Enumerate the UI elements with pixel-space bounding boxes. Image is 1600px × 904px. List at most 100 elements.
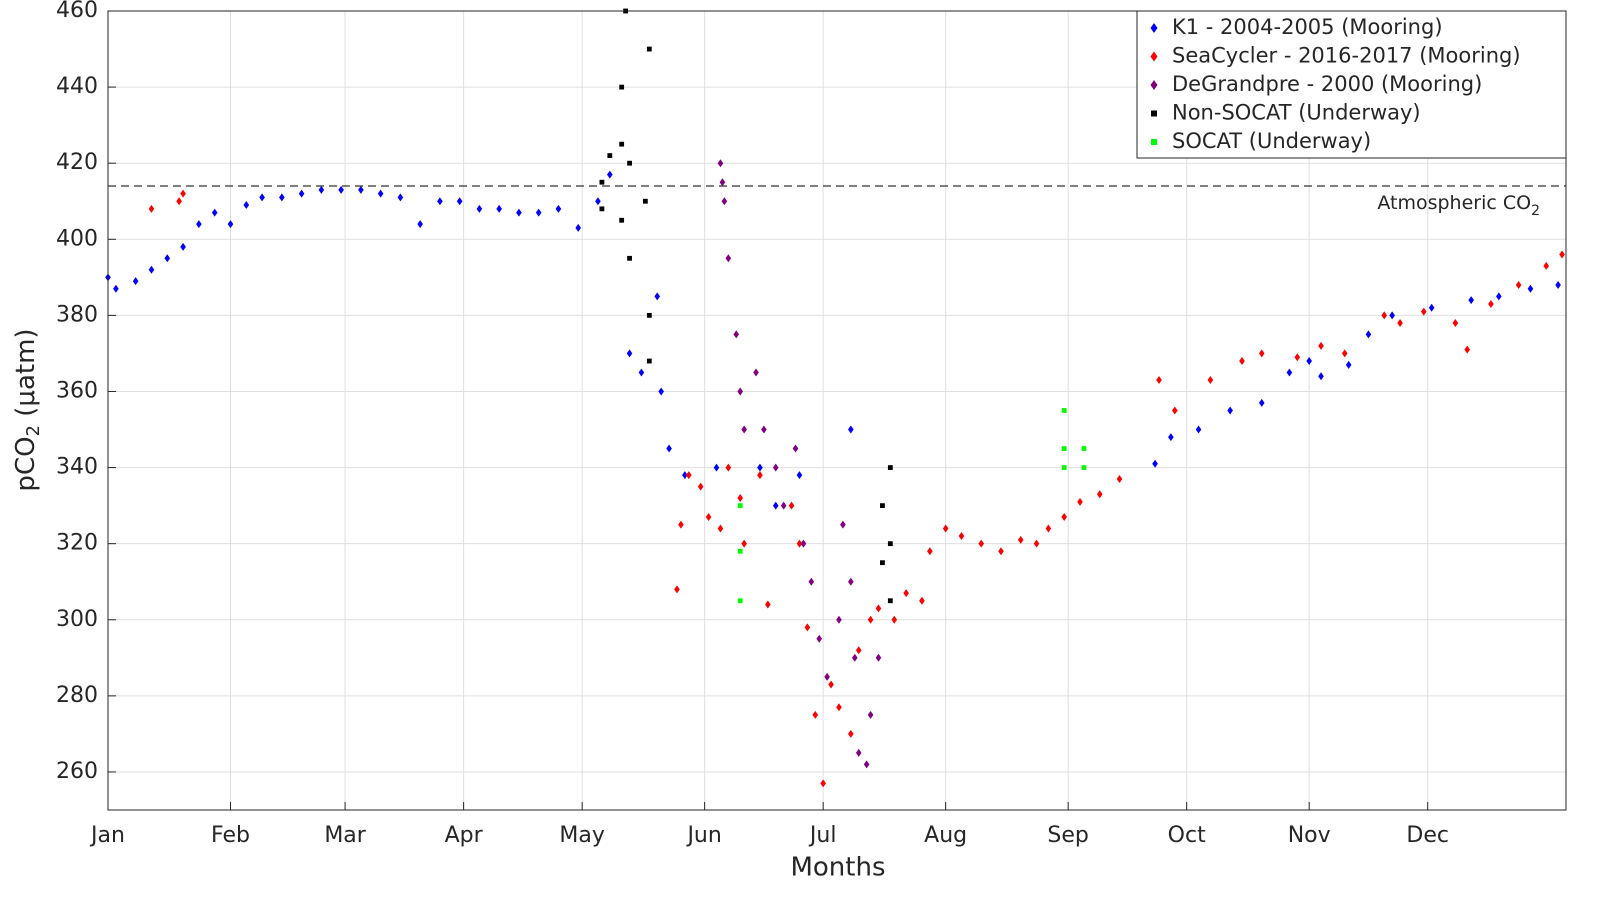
data-point: [761, 425, 767, 434]
series: [717, 159, 882, 769]
data-point: [1488, 299, 1494, 308]
data-point: [358, 185, 364, 194]
series: [148, 189, 1565, 788]
data-point: [998, 547, 1004, 556]
data-point: [1318, 372, 1324, 381]
data-point: [686, 471, 692, 480]
data-point: [211, 208, 218, 217]
data-point: [377, 189, 384, 198]
data-point: [863, 760, 870, 769]
legend-marker: [1150, 80, 1158, 90]
data-point: [848, 729, 854, 738]
data-point: [1496, 292, 1502, 301]
x-tick-label: Dec: [1406, 823, 1449, 848]
data-point: [875, 653, 882, 662]
data-point: [1045, 524, 1052, 533]
data-point: [1428, 303, 1435, 312]
data-point: [1168, 433, 1174, 442]
data-point: [1515, 280, 1522, 289]
data-point: [903, 589, 909, 598]
data-point: [318, 185, 325, 194]
data-point: [848, 425, 854, 434]
data-point: [397, 193, 404, 202]
data-point: [719, 178, 726, 187]
y-tick-label: 260: [56, 759, 98, 784]
x-tick-label: Aug: [924, 823, 967, 848]
data-point: [607, 170, 613, 179]
data-point: [575, 223, 581, 232]
data-point: [836, 615, 842, 624]
legend-label: Non-SOCAT (Underway): [1172, 101, 1421, 125]
data-point: [721, 197, 728, 206]
data-point: [180, 189, 186, 198]
data-point: [417, 220, 423, 229]
data-point: [855, 748, 862, 757]
data-point: [796, 471, 803, 480]
data-point: [757, 463, 763, 472]
data-point: [1420, 307, 1427, 316]
data-point: [800, 539, 807, 548]
data-point: [674, 585, 680, 594]
data-point: [638, 368, 645, 377]
data-point: [836, 703, 842, 712]
data-point: [713, 463, 720, 472]
data-point: [717, 159, 724, 168]
data-point: [978, 539, 985, 548]
data-point: [737, 387, 743, 396]
data-point: [619, 84, 625, 90]
data-point: [1061, 513, 1067, 522]
data-point: [243, 201, 250, 210]
y-tick-label: 460: [56, 0, 98, 23]
data-point: [812, 710, 819, 719]
data-point: [1017, 535, 1024, 544]
data-point: [919, 596, 925, 605]
data-point: [753, 368, 759, 377]
data-point: [627, 255, 632, 261]
data-point: [627, 160, 632, 166]
data-point: [595, 197, 601, 206]
y-tick-label: 320: [56, 531, 98, 556]
plot-frame: [107, 10, 1567, 811]
data-point: [820, 779, 826, 788]
data-point: [816, 634, 823, 643]
data-point: [516, 208, 522, 217]
legend-label: DeGrandpre - 2000 (Mooring): [1172, 72, 1482, 96]
data-point: [619, 141, 625, 147]
data-point: [848, 577, 854, 586]
x-axis-label: Months: [790, 853, 885, 883]
y-label-text: pCO: [11, 436, 41, 491]
y-tick-label: 360: [56, 378, 98, 403]
x-tick-label: Feb: [211, 823, 250, 848]
data-point: [765, 600, 771, 609]
data-point: [1559, 250, 1565, 259]
data-point: [646, 312, 652, 318]
y-label-suffix: (μatm): [11, 328, 41, 425]
data-point: [1543, 261, 1550, 270]
data-point: [1258, 398, 1265, 407]
data-point: [678, 520, 684, 529]
data-point: [599, 179, 605, 185]
data-point: [1468, 296, 1474, 305]
data-point: [1033, 539, 1040, 548]
data-point: [1239, 357, 1245, 366]
data-point: [476, 204, 483, 213]
data-point: [298, 189, 305, 198]
data-point: [1061, 446, 1067, 451]
legend-label: K1 - 2004-2005 (Mooring): [1172, 15, 1443, 39]
reference-text: Atmospheric CO: [1377, 192, 1531, 214]
data-point: [942, 524, 949, 533]
data-point: [555, 204, 562, 213]
data-point: [927, 547, 933, 556]
data-point: [1381, 311, 1388, 320]
data-point: [851, 653, 858, 662]
data-point: [840, 520, 846, 529]
x-tick-label: Jun: [685, 823, 721, 848]
data-point: [535, 208, 542, 217]
x-tick-label: Nov: [1288, 823, 1331, 848]
data-point: [1365, 330, 1372, 339]
data-point: [227, 220, 234, 229]
data-point: [880, 560, 885, 566]
x-tick-label: Jan: [89, 823, 125, 848]
data-point: [697, 482, 704, 491]
